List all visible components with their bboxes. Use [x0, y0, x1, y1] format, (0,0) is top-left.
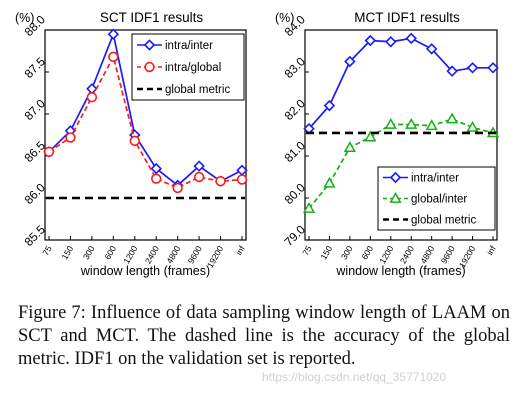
figure-svg: SCT IDF1 results(%)85.586.086.587.087.58… — [15, 10, 500, 278]
plot-frame — [44, 29, 247, 241]
figure-caption: Figure 7: Influence of data sampling win… — [18, 303, 510, 369]
chart-panel-2: MCT IDF1 results(%)79.080.081.082.083.08… — [275, 10, 500, 278]
x-tick-label: 600 — [102, 244, 118, 262]
legend-entry: global metric — [137, 84, 230, 96]
data-point — [151, 173, 162, 184]
x-tick-label: inf — [234, 243, 247, 256]
legend-label: intra/inter — [165, 40, 213, 52]
data-point — [193, 171, 205, 183]
y-tick-label: 82.0 — [282, 96, 309, 123]
x-axis-label: window length (frames) — [335, 264, 465, 278]
legend-marker — [389, 171, 402, 184]
legend-label: global metric — [411, 215, 476, 227]
x-tick-label: 600 — [359, 244, 375, 262]
data-point — [466, 62, 479, 74]
data-point — [446, 65, 458, 77]
series-global-inter — [302, 112, 500, 213]
chart-legend: intra/inter intra/global global metric — [131, 33, 245, 101]
series-intra-inter — [303, 32, 499, 135]
data-point — [172, 182, 183, 194]
series-intra-global — [43, 51, 248, 194]
series-line — [308, 118, 494, 210]
data-point — [384, 117, 397, 129]
data-point — [487, 62, 499, 74]
data-point — [150, 162, 162, 175]
x-tick-label: 4800 — [164, 244, 182, 266]
legend-entry: global/inter — [383, 191, 467, 206]
y-tick-label: 80.0 — [282, 180, 309, 207]
x-tick-label: 4800 — [418, 244, 436, 266]
data-point — [107, 28, 120, 40]
x-tick-label: 300 — [81, 244, 97, 262]
figure: SCT IDF1 results (%) 85.5 86.0 86.5 87.0 87.5 8… — [15, 10, 500, 278]
x-tick-label: 9600 — [439, 244, 457, 266]
data-point — [108, 51, 119, 63]
data-point — [425, 43, 438, 55]
chart-title: SCT IDF1 results — [100, 10, 204, 25]
y-tick-label: 87.5 — [22, 54, 49, 81]
data-point — [236, 174, 248, 185]
legend-entry: intra/inter — [137, 39, 213, 52]
y-tick-label: 86.0 — [22, 180, 49, 207]
series-line — [308, 37, 493, 130]
x-tick-label: 1200 — [377, 244, 395, 266]
data-point — [466, 120, 479, 132]
legend-marker — [389, 191, 402, 203]
data-point — [385, 36, 397, 48]
data-point — [215, 176, 226, 187]
series-line — [48, 54, 243, 189]
y-tick-label: 81.0 — [282, 138, 309, 165]
data-point — [86, 91, 98, 103]
x-axis-label: window length (frames) — [80, 264, 210, 278]
data-point — [364, 34, 377, 47]
legend-label: intra/inter — [411, 173, 459, 185]
y-unit-label: (%) — [275, 11, 294, 25]
data-point — [193, 160, 205, 172]
legend-marker — [143, 39, 156, 51]
data-point — [425, 119, 438, 131]
data-point — [343, 141, 356, 152]
chart-panel-1: SCT IDF1 results(%)85.586.086.587.087.58… — [15, 10, 248, 278]
data-point — [405, 117, 418, 129]
data-point — [323, 176, 336, 188]
x-tick-label: 1200 — [121, 244, 139, 266]
x-tick-label: 2400 — [143, 244, 161, 266]
data-point — [43, 146, 55, 158]
legend-label: global metric — [165, 84, 230, 96]
x-tick-label: 75 — [300, 244, 314, 257]
x-tick-label: 300 — [339, 244, 355, 262]
series-line — [48, 31, 243, 187]
legend-entry: global metric — [383, 215, 476, 227]
legend-label: intra/global — [165, 62, 221, 74]
data-point — [236, 164, 248, 177]
chart-legend: intra/inter global/inter global metric — [377, 166, 496, 231]
x-tick-label: 150 — [59, 244, 75, 262]
data-point — [323, 99, 336, 112]
legend-marker — [144, 61, 155, 73]
data-point — [344, 55, 356, 68]
x-tick-label: 150 — [318, 244, 334, 262]
x-tick-label: 2400 — [398, 244, 416, 266]
x-tick-label: 9600 — [186, 244, 204, 266]
data-point — [446, 112, 459, 124]
data-point — [364, 130, 377, 142]
x-tick-label: inf — [485, 243, 498, 256]
y-tick-label: 83.0 — [282, 54, 309, 81]
data-point — [302, 201, 316, 213]
legend-label: global/inter — [411, 194, 467, 206]
legend-entry: intra/inter — [383, 171, 459, 185]
watermark: https://blog.csdn.net/qq_35771020 — [262, 370, 447, 384]
legend-entry: intra/global — [137, 61, 221, 74]
y-tick-label: 87.0 — [22, 96, 49, 123]
data-point — [129, 135, 140, 147]
data-point — [405, 32, 417, 45]
x-tick-label: 75 — [40, 244, 54, 257]
data-point — [65, 132, 76, 143]
chart-title: MCT IDF1 results — [354, 10, 460, 25]
y-unit-label: (%) — [15, 11, 34, 25]
